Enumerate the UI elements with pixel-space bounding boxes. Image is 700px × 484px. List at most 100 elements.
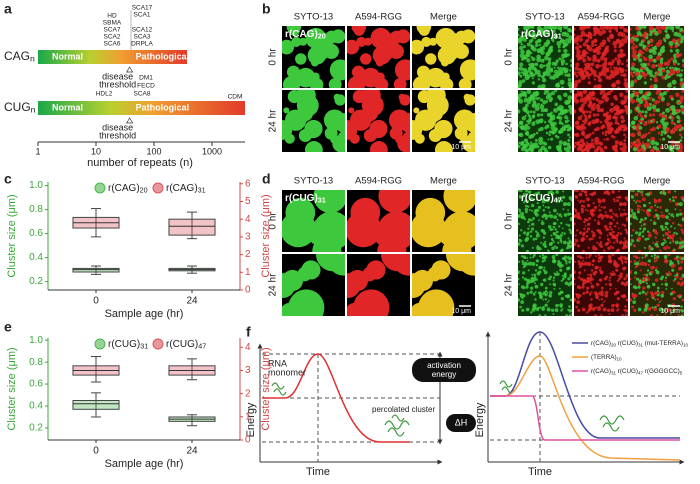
time-label: 0 hr: [504, 212, 515, 230]
droplet: [524, 218, 527, 221]
monomer-icon: [271, 382, 287, 396]
droplet: [528, 261, 533, 266]
droplet: [630, 120, 636, 126]
droplet: [657, 52, 662, 57]
droplet: [523, 106, 528, 111]
droplet: [616, 221, 619, 225]
droplet: [640, 208, 643, 211]
droplet: [369, 120, 388, 139]
droplet: [585, 230, 589, 233]
droplet: [653, 229, 658, 234]
droplet: [550, 91, 556, 96]
droplet: [639, 227, 642, 231]
droplet: [520, 255, 524, 258]
droplet: [560, 309, 563, 312]
droplet: [613, 82, 616, 85]
droplet: [543, 108, 547, 112]
droplet: [622, 145, 628, 150]
droplet: [558, 57, 562, 61]
droplet: [640, 115, 644, 118]
droplet: [641, 197, 646, 202]
droplet: [638, 200, 642, 203]
droplet: [654, 298, 657, 301]
droplet: [634, 71, 640, 77]
droplet: [611, 145, 616, 149]
droplet: [542, 256, 546, 260]
annotation: RNA: [268, 358, 287, 368]
droplet: [649, 250, 651, 252]
droplet: [667, 62, 670, 65]
droplet: [596, 221, 601, 226]
droplet: [612, 212, 615, 215]
droplet: [604, 293, 609, 298]
droplet: [616, 39, 619, 43]
droplet: [594, 247, 598, 251]
droplet: [672, 279, 675, 283]
droplet: [639, 205, 642, 208]
droplet: [651, 126, 656, 131]
droplet: [521, 215, 525, 220]
droplet: [550, 308, 555, 312]
droplet: [676, 119, 681, 124]
droplet: [656, 216, 660, 220]
energy-diagram-left: RNA monomer activation energy percolated…: [245, 343, 476, 478]
droplet: [621, 223, 624, 226]
droplet: [626, 63, 628, 68]
droplet: [528, 191, 531, 194]
droplet: [659, 191, 663, 195]
droplet: [638, 279, 642, 282]
droplet: [523, 261, 528, 266]
droplet: [616, 279, 619, 283]
droplet: [632, 90, 635, 93]
droplet: [637, 103, 641, 108]
droplet: [638, 257, 641, 259]
droplet: [662, 190, 665, 192]
droplet: [664, 259, 669, 264]
droplet: [585, 144, 589, 148]
droplet: [609, 215, 614, 219]
droplet: [607, 130, 611, 134]
droplet: [636, 75, 642, 81]
droplet: [617, 86, 620, 88]
droplet: [606, 137, 610, 141]
droplet: [527, 67, 531, 70]
droplet: [543, 278, 547, 282]
droplet: [553, 208, 557, 213]
droplet: [549, 283, 552, 286]
droplet: [679, 99, 684, 103]
droplet: [417, 90, 431, 104]
droplet: [283, 107, 290, 114]
droplet: [660, 130, 665, 134]
droplet: [579, 106, 584, 111]
droplet: [679, 133, 682, 137]
droplet: [604, 250, 606, 252]
droplet: [566, 73, 571, 78]
droplet: [646, 269, 650, 272]
droplet: [640, 193, 644, 197]
droplet: [612, 198, 616, 201]
droplet: [567, 139, 571, 142]
droplet: [675, 147, 680, 151]
droplet: [526, 49, 531, 54]
droplet: [611, 35, 615, 38]
droplet: [642, 311, 645, 314]
droplet: [680, 35, 684, 41]
droplet: [412, 269, 434, 292]
threshold-label: threshold: [99, 79, 136, 89]
droplet: [603, 277, 606, 280]
droplet: [575, 53, 581, 59]
droplet: [675, 26, 681, 30]
droplet: [576, 190, 579, 193]
droplet: [623, 294, 626, 297]
droplet: [558, 130, 562, 134]
droplet: [609, 69, 614, 74]
droplet: [666, 90, 670, 93]
droplet: [553, 215, 558, 219]
droplet: [564, 281, 569, 286]
droplet: [630, 124, 632, 127]
droplet: [558, 213, 562, 217]
droplet: [606, 190, 609, 192]
droplet: [520, 211, 525, 216]
droplet: [535, 131, 539, 135]
droplet: [590, 285, 593, 288]
